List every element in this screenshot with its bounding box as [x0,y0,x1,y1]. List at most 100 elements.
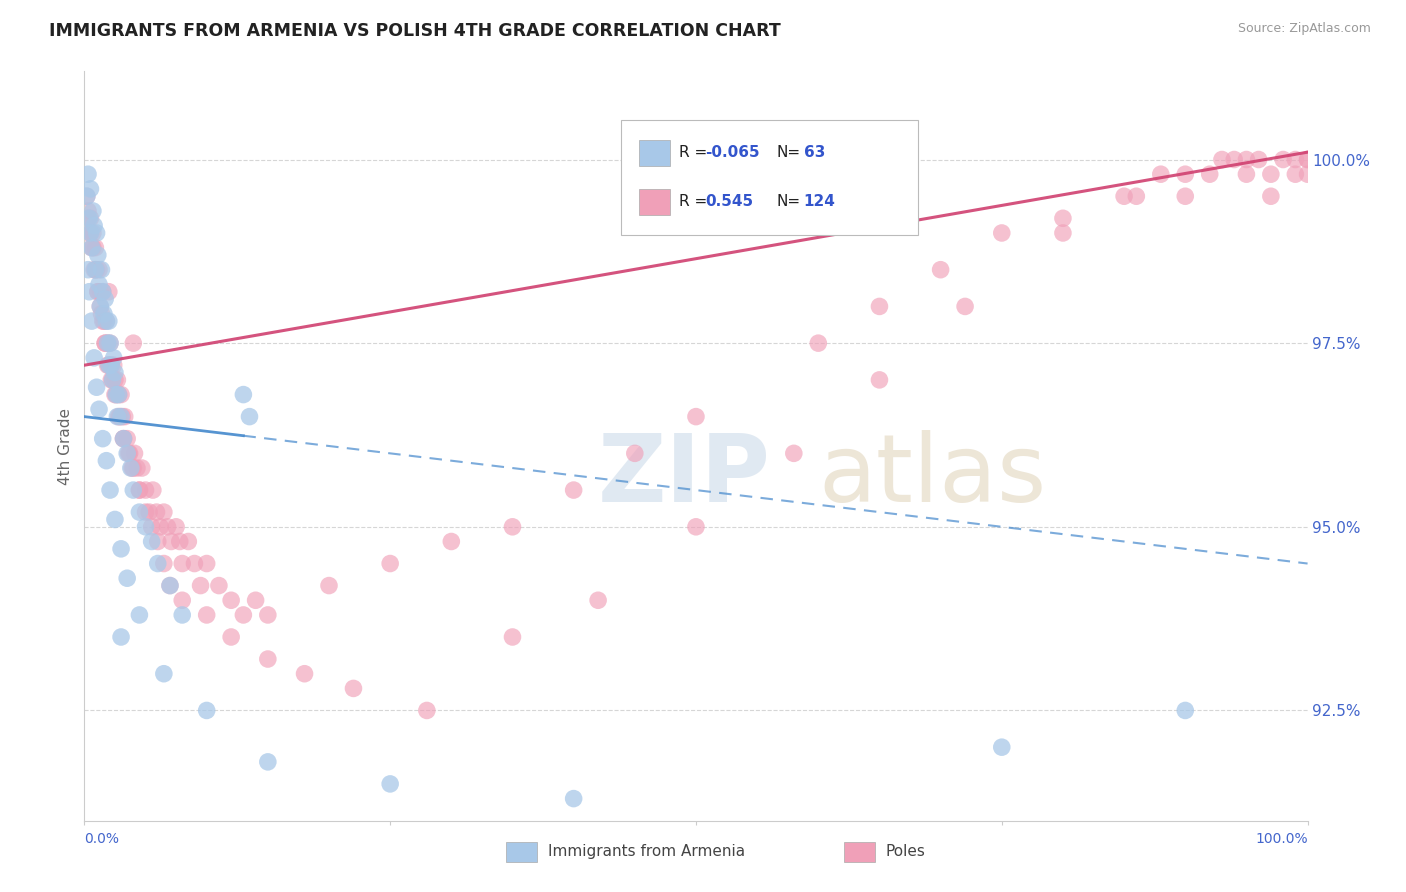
Point [77,167,100,181]
Point [416,703,439,717]
Point [118,446,141,460]
Point [115,446,138,460]
Point [1174,189,1197,203]
Point [195,557,218,571]
Point [93,307,115,321]
Point [440,534,463,549]
Point [110,630,132,644]
Point [1236,167,1258,181]
Point [124,446,146,460]
Point [685,520,707,534]
Point [128,505,150,519]
Point [122,336,145,351]
Text: Immigrants from Armenia: Immigrants from Armenia [548,845,745,859]
Text: 124: 124 [804,194,835,210]
Point [114,409,136,424]
Point [77,203,100,218]
Point [117,446,139,460]
Point [87,285,110,299]
Point [110,541,132,556]
Point [112,432,135,446]
Point [112,432,135,446]
Point [929,262,952,277]
Point [80,241,103,255]
Point [98,336,121,351]
Point [80,241,103,255]
Point [165,520,187,534]
Point [98,483,121,497]
Point [502,520,524,534]
Text: N=: N= [778,194,801,210]
Text: IMMIGRANTS FROM ARMENIA VS POLISH 4TH GRADE CORRELATION CHART: IMMIGRANTS FROM ARMENIA VS POLISH 4TH GR… [49,22,780,40]
Point [82,241,104,255]
Point [135,520,157,534]
Point [138,505,160,519]
Point [159,578,181,592]
Point [1272,153,1295,167]
Point [122,483,145,497]
Point [86,226,108,240]
Point [79,182,101,196]
Point [100,358,122,372]
Point [245,593,267,607]
Point [105,387,128,401]
Point [83,262,105,277]
Point [104,366,127,380]
Point [107,387,129,401]
Point [82,203,104,218]
Point [1284,167,1306,181]
Point [562,483,585,497]
Point [219,593,242,607]
Point [90,307,112,321]
Point [83,219,105,233]
Point [172,607,194,622]
Point [342,681,364,696]
Point [232,387,254,401]
Text: 0.545: 0.545 [706,194,754,210]
Point [146,534,169,549]
Point [101,373,124,387]
Point [160,534,183,549]
Point [79,226,101,240]
Point [219,630,242,644]
Point [991,740,1014,755]
Point [90,262,112,277]
Point [1150,167,1173,181]
Point [110,387,132,401]
Point [100,358,122,372]
Point [1247,153,1270,167]
Point [107,387,129,401]
Point [76,189,98,203]
Point [624,446,647,460]
Point [135,483,157,497]
Point [104,373,127,387]
Point [80,314,103,328]
Point [208,578,231,592]
Point [125,461,148,475]
Point [115,571,138,585]
Point [87,262,110,277]
Point [1296,153,1319,167]
Y-axis label: 4th Grade: 4th Grade [58,408,73,484]
Text: -0.065: -0.065 [706,145,759,161]
Point [91,314,114,328]
Point [318,578,340,592]
Point [131,461,153,475]
Point [685,409,707,424]
Point [128,483,150,497]
Point [1052,211,1074,226]
Point [149,520,172,534]
Point [1198,167,1220,181]
Point [110,409,132,424]
Point [238,409,260,424]
Point [121,461,143,475]
Point [156,520,179,534]
Point [141,520,163,534]
Point [183,557,205,571]
Point [97,336,120,351]
Point [105,373,128,387]
Point [869,373,891,387]
Point [97,314,120,328]
Point [172,593,194,607]
Point [172,557,194,571]
